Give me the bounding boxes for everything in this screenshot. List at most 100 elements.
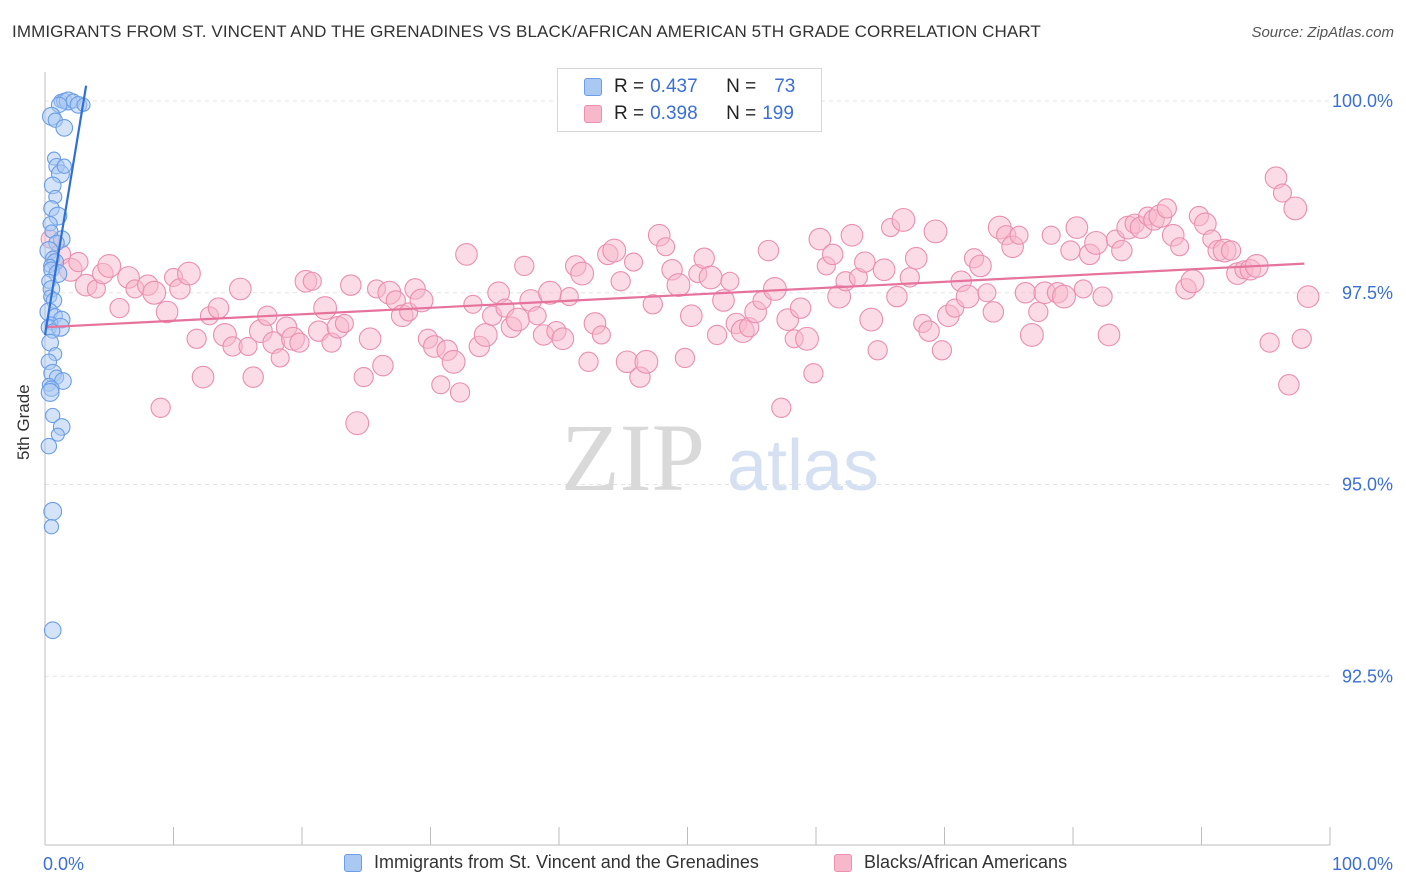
legend-r-label: R = [614, 76, 645, 97]
pink-trend-line [44, 262, 1305, 329]
blue-data-point [56, 158, 72, 174]
source-label: Source: ZipAtlas.com [1251, 24, 1394, 41]
pink-data-point [514, 255, 535, 277]
bottom-legend-label: Blacks/African Americans [864, 852, 1068, 872]
pink-data-point [642, 294, 663, 315]
legend-r-value: 0.437 [650, 76, 698, 97]
pink-data-point [527, 306, 547, 326]
pink-data-point [334, 313, 354, 333]
pink-data-point [505, 307, 530, 332]
legend-n-label: N = [726, 76, 757, 97]
pink-data-point [570, 261, 595, 286]
pink-data-point [302, 271, 322, 291]
watermark-zip: ZIP [561, 404, 705, 511]
y-tick-label: 92.5% [1342, 666, 1393, 686]
pink-data-point [455, 243, 478, 266]
pink-data-point [854, 251, 876, 273]
pink-data-point [859, 307, 884, 332]
pink-data-point [1052, 284, 1076, 309]
pink-data-point [1180, 269, 1205, 294]
pink-data-point [982, 301, 1005, 323]
pink-data-point [1278, 374, 1300, 396]
blue-data-point [45, 407, 61, 424]
pink-data-point [872, 258, 896, 282]
pink-data-point [1272, 183, 1293, 203]
pink-data-point [109, 297, 130, 319]
pink-data-point [680, 304, 703, 328]
pink-data-point [656, 237, 676, 257]
pink-data-point [372, 354, 394, 377]
bottom-legend-item-pink: Blacks/African Americans [834, 852, 1067, 873]
bottom-legend-label: Immigrants from St. Vincent and the Gren… [374, 852, 759, 872]
pink-data-point [591, 325, 611, 345]
pink-data-point [623, 252, 644, 272]
blue-trend-line [43, 85, 88, 336]
legend-r-value: 0.398 [650, 103, 698, 124]
blue-series-points [39, 91, 91, 640]
pink-data-point [803, 363, 824, 384]
pink-data-point [1296, 285, 1320, 308]
pink-data-point [693, 247, 715, 269]
pink-data-point [551, 327, 575, 351]
pink-series-points [40, 166, 1320, 436]
legend-n-value: 73 [774, 76, 796, 97]
pink-data-point [795, 326, 819, 351]
pink-data-point [886, 285, 908, 308]
pink-data-point [1283, 196, 1308, 221]
y-tick-label: 97.5% [1342, 283, 1393, 303]
y-tick-label: 95.0% [1342, 475, 1393, 495]
pink-data-point [1019, 322, 1044, 347]
y-tick-label: 100.0% [1332, 91, 1393, 111]
y-axis-label: 5th Grade [14, 384, 33, 460]
x-tick-label: 0.0% [43, 854, 84, 874]
pink-data-point [1092, 286, 1113, 307]
pink-data-point [1170, 237, 1190, 257]
pink-data-point [1156, 198, 1177, 219]
pink-data-point [431, 375, 451, 395]
pink-data-point [97, 253, 122, 278]
pink-data-point [1009, 225, 1029, 245]
pink-data-point [706, 324, 728, 346]
legend-row-blue: R = 0.437 N = 73 [584, 74, 795, 100]
pink-data-point [1111, 239, 1133, 262]
legend-n-value: 199 [762, 103, 794, 124]
pink-data-point [207, 297, 230, 319]
pink-swatch-icon [834, 853, 852, 872]
pink-data-point [1014, 282, 1037, 304]
pink-data-point [68, 251, 89, 273]
pink-data-point [1028, 301, 1049, 323]
pink-data-point [449, 382, 471, 403]
pink-data-point [155, 300, 179, 324]
pink-data-point [176, 261, 201, 286]
grid-lines [45, 100, 1330, 677]
pink-data-point [955, 284, 980, 309]
pink-data-point [720, 271, 740, 291]
bottom-legend-item-blue: Immigrants from St. Vincent and the Gren… [344, 852, 759, 873]
pink-data-point [1065, 216, 1089, 239]
pink-data-point [559, 287, 579, 307]
x-tick-label: 100.0% [1332, 854, 1393, 874]
pink-data-point [840, 223, 864, 247]
pink-data-point [891, 207, 916, 232]
pink-data-point [270, 348, 290, 368]
pink-data-point [1097, 323, 1121, 347]
blue-data-point [43, 519, 60, 535]
pink-swatch-icon [584, 105, 602, 123]
pink-data-point [242, 366, 264, 388]
pink-data-point [150, 397, 171, 418]
legend-row-pink: R = 0.398 N = 199 [584, 101, 794, 127]
blue-data-point [40, 383, 60, 402]
legend-n-label: N = [726, 103, 757, 124]
watermark-atlas: atlas [727, 426, 879, 506]
pink-data-point [771, 397, 792, 418]
pink-data-point [578, 351, 599, 372]
pink-data-point [1259, 332, 1280, 353]
pink-data-point [808, 227, 832, 251]
pink-data-point [712, 289, 735, 312]
pink-data-point [698, 265, 723, 290]
pink-data-point [345, 411, 370, 436]
pink-data-point [1073, 279, 1093, 299]
pink-data-point [757, 239, 780, 262]
pink-data-point [904, 246, 928, 270]
chart-title: IMMIGRANTS FROM ST. VINCENT AND THE GREN… [12, 22, 1041, 41]
